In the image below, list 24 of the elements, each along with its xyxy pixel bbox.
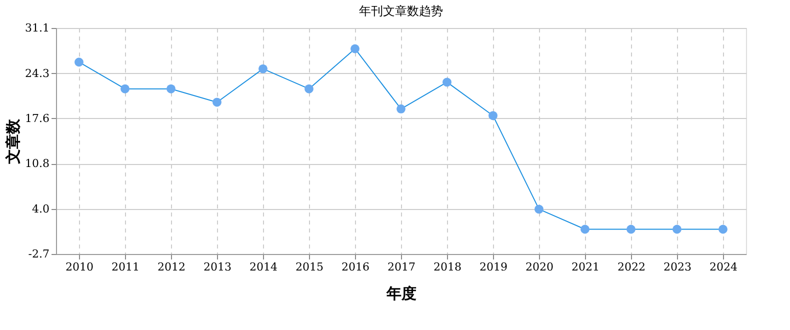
x-tick-label: 2024 <box>710 260 738 274</box>
y-tick-label: 31.1 <box>25 22 50 34</box>
x-tick-label: 2010 <box>66 260 94 274</box>
x-tick-label: 2023 <box>664 260 692 274</box>
y-tick-label: 17.6 <box>25 112 50 125</box>
x-tick-label: 2019 <box>480 260 508 274</box>
y-tick-label: 24.3 <box>25 66 50 80</box>
y-tick-label: -2.7 <box>28 248 50 260</box>
x-tick-label: 2013 <box>204 260 232 274</box>
x-tick-label: 2012 <box>158 260 186 274</box>
x-tick-label: 2022 <box>618 260 646 274</box>
x-tick-label: 2020 <box>526 260 554 274</box>
y-tick-label: 4.0 <box>32 202 50 216</box>
x-tick-label: 2016 <box>342 260 370 274</box>
x-tick-label: 2021 <box>572 260 600 274</box>
x-axis-title: 年度 <box>386 284 416 302</box>
y-tick-label: 10.8 <box>25 157 50 170</box>
chart-title: 年刊文章数趋势 <box>359 4 443 18</box>
x-tick-label: 2011 <box>112 260 140 274</box>
x-tick-label: 2014 <box>250 260 278 274</box>
y-axis-title: 文章数 <box>4 118 22 165</box>
x-tick-label: 2015 <box>296 260 324 274</box>
x-tick-label: 2017 <box>388 260 416 274</box>
x-tick-label: 2018 <box>434 260 462 274</box>
